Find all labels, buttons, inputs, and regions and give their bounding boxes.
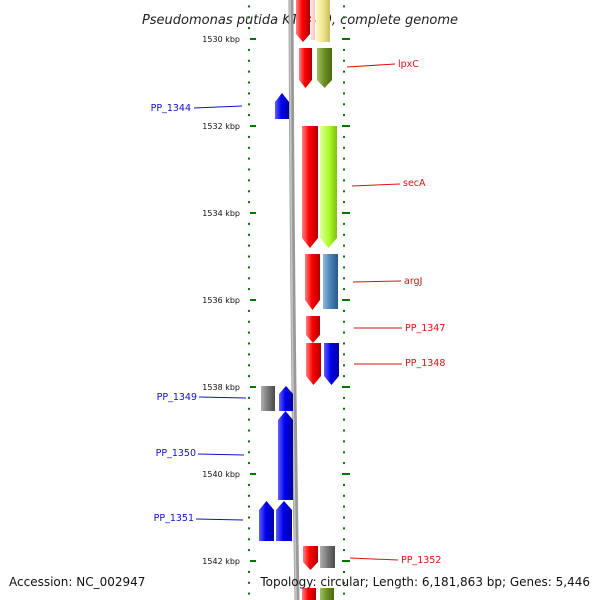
scale-label-1540: 1540 kbp — [202, 470, 240, 479]
gene-bar-top-pink — [311, 0, 315, 40]
leader-line-seca — [351, 183, 401, 187]
gene-label-pp1349[interactable]: PP_1349 — [157, 392, 197, 403]
leader-line-pp1351 — [195, 518, 244, 521]
gene-arrow-argj[interactable] — [305, 254, 320, 310]
gene-bar-pp1349-gray[interactable] — [261, 386, 275, 411]
scale-label-1542: 1542 kbp — [202, 557, 240, 566]
leader-line-pp1349 — [198, 396, 247, 399]
scale-label-1530: 1530 kbp — [202, 35, 240, 44]
gene-label-pp1351[interactable]: PP_1351 — [154, 513, 194, 524]
tick-marks — [248, 5, 350, 595]
gene-label-pp1348[interactable]: PP_1348 — [405, 358, 445, 369]
category-bar-seca-lime[interactable] — [320, 126, 337, 248]
gene-arrow-pp1347[interactable] — [306, 316, 320, 343]
category-bar-lpxc-olive[interactable] — [317, 48, 332, 88]
leader-line-lpxc — [346, 63, 396, 68]
category-bar-argj-steel[interactable] — [323, 254, 338, 309]
right-gene-labels: lpxC secA argJ PP_1347 PP_1348 PP_1352 — [346, 59, 445, 566]
gene-label-pp1347[interactable]: PP_1347 — [405, 323, 445, 334]
reverse-strand-genes — [259, 93, 293, 541]
gene-label-pp1344[interactable]: PP_1344 — [151, 103, 191, 114]
scale-label-1536: 1536 kbp — [202, 296, 240, 305]
accession-text: Accession: NC_002947 — [9, 575, 145, 589]
leader-line-argj — [352, 280, 402, 283]
gene-arrow-lpxc[interactable] — [299, 48, 312, 88]
gene-arrow-seca[interactable] — [302, 126, 318, 248]
gene-arrow-pp1344[interactable] — [275, 93, 289, 119]
gene-arrow-pp1351-b[interactable] — [259, 501, 274, 541]
scale-label-1532: 1532 kbp — [202, 122, 240, 131]
category-bar-pp1348-blue[interactable] — [324, 343, 339, 385]
gene-label-pp1352[interactable]: PP_1352 — [401, 555, 441, 566]
leader-line-pp1344 — [193, 105, 243, 109]
genome-backbone-highlight — [289, 0, 297, 600]
leader-line-pp1352 — [349, 557, 399, 561]
scale-label-1534: 1534 kbp — [202, 209, 240, 218]
gene-label-seca[interactable]: secA — [403, 178, 426, 189]
category-bar-bottom-olive — [320, 588, 334, 600]
scale-label-1538: 1538 kbp — [202, 383, 240, 392]
category-bars — [316, 0, 339, 600]
gene-label-argj[interactable]: argJ — [404, 276, 422, 287]
topology-text: Topology: circular; Length: 6,181,863 bp… — [259, 575, 590, 589]
gene-bar-bottom-red — [302, 588, 316, 600]
left-gene-labels: PP_1344 PP_1349 PP_1350 PP_1351 — [151, 103, 247, 524]
category-bar-khaki[interactable] — [316, 0, 330, 42]
category-bar-pp1352-gray[interactable] — [320, 546, 335, 568]
gene-label-lpxc[interactable]: lpxC — [398, 59, 419, 70]
scale-labels: 1530 kbp 1532 kbp 1534 kbp 1536 kbp 1538… — [202, 35, 240, 566]
gene-arrow-pp1350[interactable] — [278, 411, 293, 500]
gene-arrow-top-fwd[interactable] — [296, 0, 310, 42]
genome-backbone — [288, 0, 300, 600]
gene-arrow-pp1348[interactable] — [306, 343, 321, 385]
gene-label-pp1350[interactable]: PP_1350 — [156, 448, 196, 459]
gene-arrow-pp1351-a[interactable] — [276, 501, 292, 541]
leader-line-pp1350 — [197, 453, 245, 456]
gene-arrow-pp1349[interactable] — [279, 386, 293, 411]
forward-strand-genes — [296, 0, 321, 600]
gene-arrow-pp1352[interactable] — [303, 546, 318, 570]
